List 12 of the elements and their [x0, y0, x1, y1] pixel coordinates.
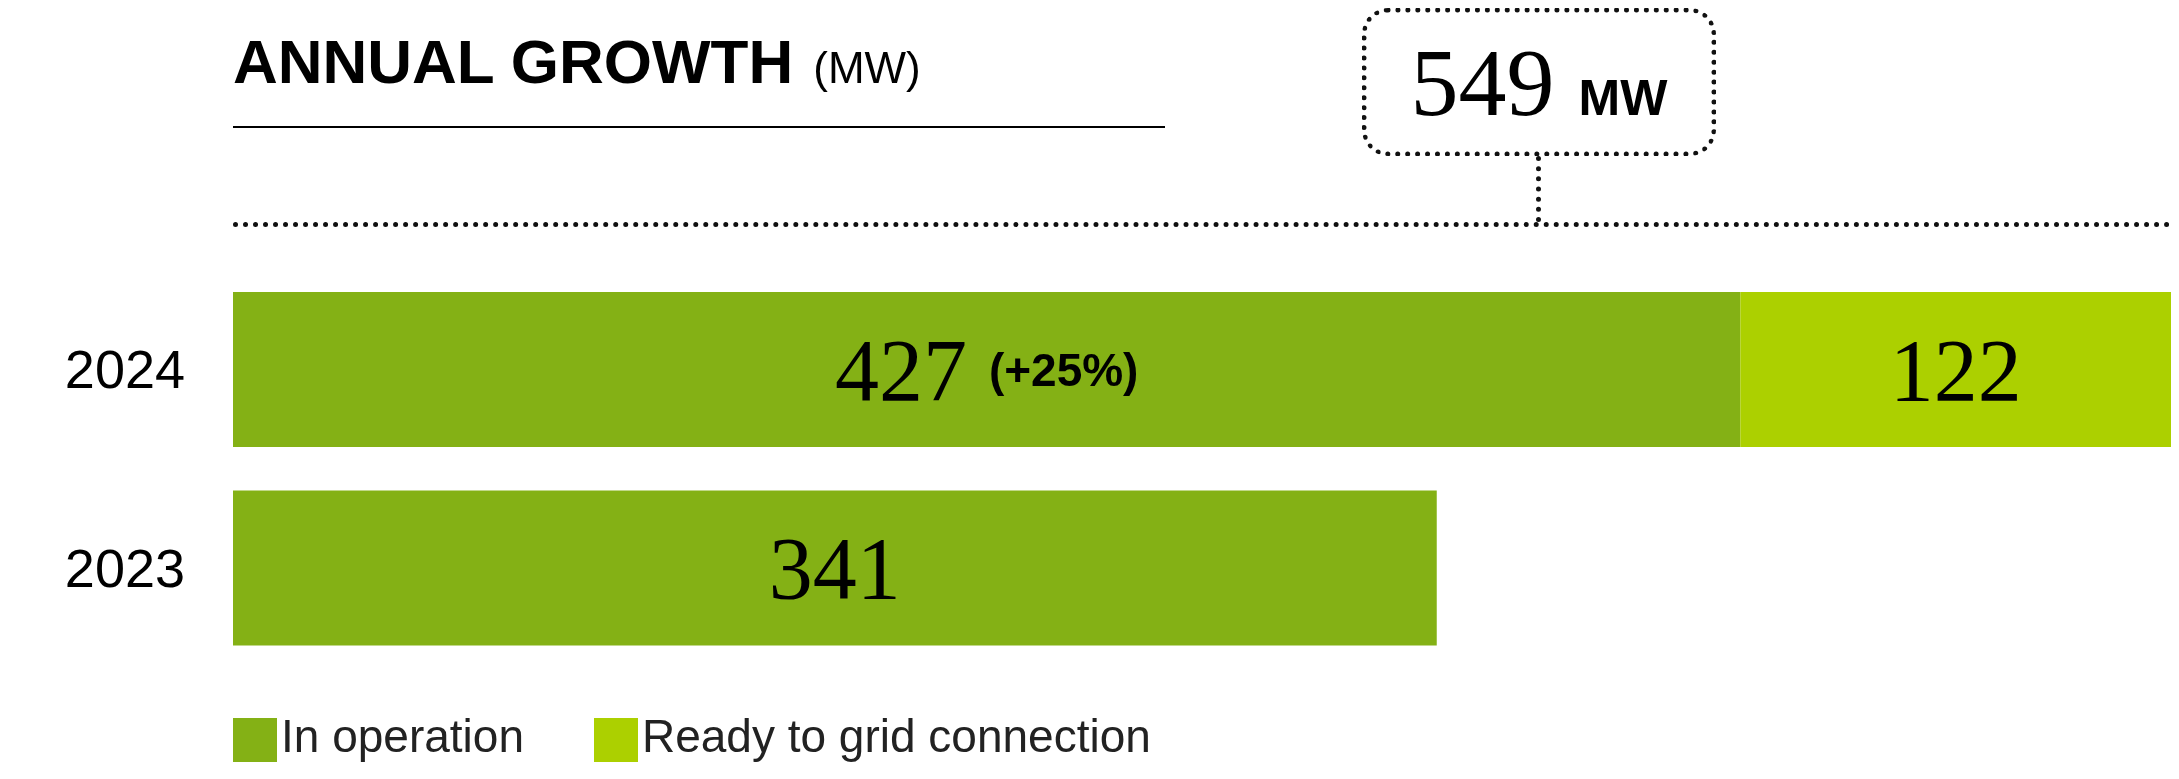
title-block: ANNUAL GROWTH (MW): [233, 26, 1165, 128]
callout-box: 549 MW: [1362, 8, 1716, 156]
data-label: 427 (+25%): [834, 321, 1139, 418]
data-label: 122: [1889, 321, 2022, 418]
chart-subtitle: (MW): [813, 43, 921, 92]
y-tick-label: 2023: [64, 537, 185, 598]
y-tick-label: 2024: [64, 339, 185, 400]
data-label: 341: [768, 519, 901, 617]
legend-label: In operation: [281, 710, 524, 762]
chart-title: ANNUAL GROWTH: [233, 27, 794, 96]
total-label: 549 MW: [1410, 28, 1668, 136]
legend-label: Ready to grid connection: [641, 710, 1151, 762]
